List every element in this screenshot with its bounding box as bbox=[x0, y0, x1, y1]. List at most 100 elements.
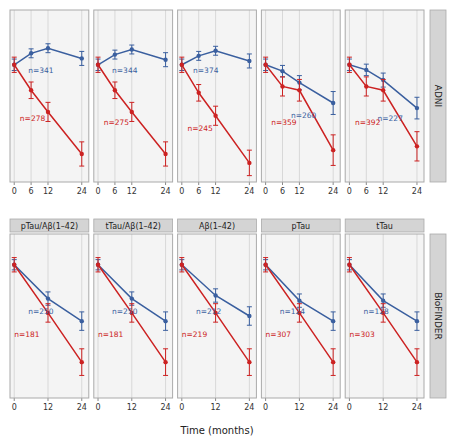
tick-label: 0 bbox=[95, 187, 100, 196]
error-bar-cap bbox=[163, 311, 168, 312]
row-label-box bbox=[430, 10, 446, 182]
grid-line bbox=[349, 234, 350, 398]
point bbox=[247, 360, 251, 364]
error-bar-cap bbox=[213, 303, 218, 304]
marks bbox=[179, 46, 252, 175]
point bbox=[80, 56, 84, 60]
error-bar bbox=[213, 46, 218, 55]
plot-frame bbox=[261, 10, 340, 182]
error-bar-cap bbox=[414, 375, 419, 376]
panel-background bbox=[345, 234, 424, 398]
point bbox=[96, 263, 100, 267]
point bbox=[96, 63, 100, 67]
plot-frame bbox=[10, 10, 89, 182]
error-bar-cap bbox=[347, 271, 352, 272]
error-bar-cap bbox=[247, 67, 252, 68]
point bbox=[46, 296, 50, 300]
error-bar-cap bbox=[79, 141, 84, 142]
series-line bbox=[349, 65, 417, 108]
error-bar bbox=[129, 292, 134, 305]
panel: 01224n=128n=303tTau bbox=[345, 219, 424, 412]
tick-label: 6 bbox=[29, 187, 34, 196]
marks bbox=[96, 45, 169, 166]
panel-title-box bbox=[261, 219, 340, 232]
point bbox=[113, 52, 117, 56]
tick-label: 12 bbox=[43, 403, 53, 412]
panel-background bbox=[94, 234, 173, 398]
tick-label: 12 bbox=[43, 187, 53, 196]
grid-line bbox=[98, 10, 99, 182]
point bbox=[46, 110, 50, 114]
error-bar-cap bbox=[280, 96, 285, 97]
error-bar bbox=[414, 132, 419, 161]
n-label: n=250 bbox=[112, 307, 138, 316]
point bbox=[130, 47, 134, 51]
error-bar bbox=[297, 79, 302, 101]
n-label: n=275 bbox=[104, 118, 130, 127]
series-line bbox=[266, 65, 334, 103]
error-bar-cap bbox=[45, 322, 50, 323]
tick-label: 0 bbox=[179, 403, 184, 412]
grid-line bbox=[14, 234, 15, 398]
panel-background bbox=[10, 10, 89, 182]
tick-label: 24 bbox=[328, 187, 338, 196]
error-bar bbox=[12, 57, 17, 72]
point bbox=[347, 263, 351, 267]
error-bar-cap bbox=[414, 97, 419, 98]
error-bar bbox=[79, 51, 84, 65]
error-bar-cap bbox=[280, 76, 285, 77]
marks bbox=[347, 57, 420, 161]
error-bar-cap bbox=[331, 375, 336, 376]
series-line bbox=[14, 265, 82, 362]
marks bbox=[179, 258, 252, 376]
error-bar-cap bbox=[129, 121, 134, 122]
point bbox=[213, 293, 217, 297]
point bbox=[29, 51, 33, 55]
n-label: n=181 bbox=[98, 330, 124, 339]
error-bar-cap bbox=[179, 257, 184, 258]
error-bar-cap bbox=[163, 66, 168, 67]
error-bar-cap bbox=[213, 46, 218, 47]
n-label: n=245 bbox=[187, 124, 213, 133]
tick-label: 0 bbox=[263, 187, 268, 196]
point bbox=[113, 88, 117, 92]
error-bar-cap bbox=[213, 106, 218, 107]
error-bar-cap bbox=[247, 175, 252, 176]
error-bar-cap bbox=[179, 271, 184, 272]
error-bar-cap bbox=[414, 131, 419, 132]
error-bar-cap bbox=[45, 121, 50, 122]
plot-frame bbox=[178, 234, 257, 398]
error-bar bbox=[163, 53, 168, 67]
panel: 061224n=374n=245 bbox=[178, 10, 257, 196]
point bbox=[347, 63, 351, 67]
panel-title: tTau/Aβ(1–42) bbox=[105, 222, 160, 231]
grid-line bbox=[98, 234, 99, 398]
tick-label: 0 bbox=[12, 187, 17, 196]
plot-frame bbox=[345, 234, 424, 398]
error-bar-cap bbox=[263, 57, 268, 58]
error-bar bbox=[179, 258, 184, 272]
grid-line bbox=[299, 10, 300, 182]
grid-line bbox=[265, 10, 266, 182]
panel: 01224n=250n=181tTau/Aβ(1–42) bbox=[94, 219, 173, 412]
point bbox=[331, 101, 335, 105]
point bbox=[197, 54, 201, 58]
error-bar-cap bbox=[112, 59, 117, 60]
error-bar-cap bbox=[12, 72, 17, 73]
point bbox=[130, 110, 134, 114]
error-bar-cap bbox=[297, 303, 302, 304]
tick-label: 12 bbox=[210, 187, 220, 196]
series-line bbox=[182, 65, 250, 163]
error-bar-cap bbox=[163, 330, 168, 331]
point bbox=[347, 263, 351, 267]
tick-label: 24 bbox=[244, 403, 254, 412]
grid-line bbox=[265, 234, 266, 398]
error-bar-cap bbox=[45, 291, 50, 292]
tick-label: 12 bbox=[378, 187, 388, 196]
error-bar bbox=[29, 49, 34, 58]
point bbox=[364, 68, 368, 72]
error-bar-cap bbox=[331, 311, 336, 312]
error-bar-cap bbox=[331, 348, 336, 349]
error-bar-cap bbox=[129, 322, 134, 323]
error-bar-cap bbox=[280, 76, 285, 77]
